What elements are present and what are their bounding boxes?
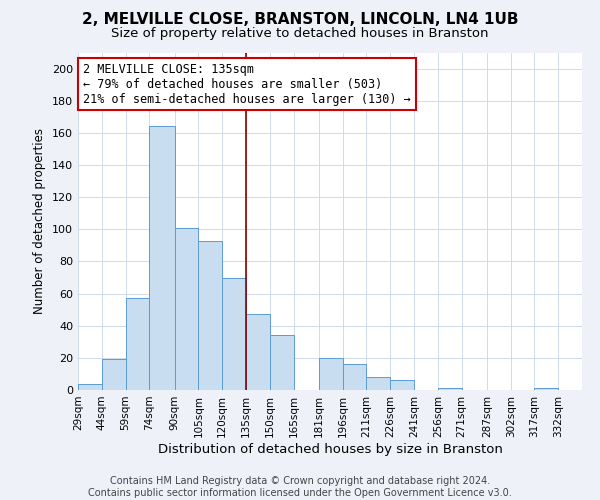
- Text: 2 MELVILLE CLOSE: 135sqm
← 79% of detached houses are smaller (503)
21% of semi-: 2 MELVILLE CLOSE: 135sqm ← 79% of detach…: [83, 62, 411, 106]
- X-axis label: Distribution of detached houses by size in Branston: Distribution of detached houses by size …: [158, 442, 502, 456]
- Bar: [222, 278, 246, 390]
- Bar: [390, 380, 414, 390]
- Bar: [343, 364, 367, 390]
- Bar: [438, 388, 461, 390]
- Bar: [199, 240, 222, 390]
- Bar: [102, 360, 125, 390]
- Bar: [175, 228, 199, 390]
- Bar: [246, 314, 270, 390]
- Text: Size of property relative to detached houses in Branston: Size of property relative to detached ho…: [111, 28, 489, 40]
- Bar: [367, 377, 390, 390]
- Bar: [535, 388, 558, 390]
- Bar: [270, 336, 293, 390]
- Bar: [78, 384, 102, 390]
- Text: 2, MELVILLE CLOSE, BRANSTON, LINCOLN, LN4 1UB: 2, MELVILLE CLOSE, BRANSTON, LINCOLN, LN…: [82, 12, 518, 28]
- Bar: [319, 358, 343, 390]
- Bar: [149, 126, 175, 390]
- Y-axis label: Number of detached properties: Number of detached properties: [34, 128, 46, 314]
- Bar: [125, 298, 149, 390]
- Text: Contains HM Land Registry data © Crown copyright and database right 2024.
Contai: Contains HM Land Registry data © Crown c…: [88, 476, 512, 498]
